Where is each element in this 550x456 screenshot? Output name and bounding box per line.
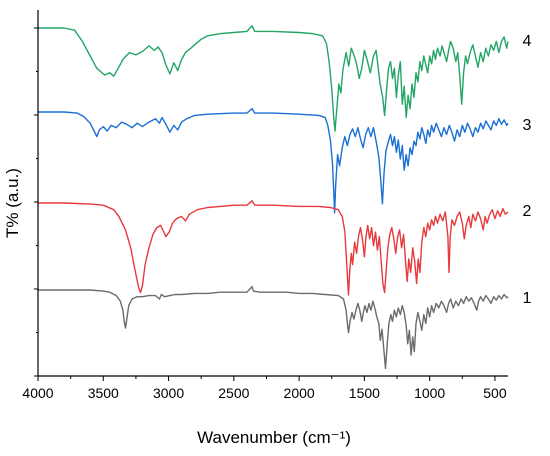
series-labels: 4 3 2 1 xyxy=(523,33,532,307)
x-tick-label: 1000 xyxy=(414,385,445,401)
series-line-2 xyxy=(38,200,509,296)
x-tick-label: 2000 xyxy=(284,385,315,401)
axes xyxy=(37,10,508,377)
x-tick-label: 500 xyxy=(483,385,507,401)
series-label-3: 3 xyxy=(523,117,532,134)
series-label-1: 1 xyxy=(523,290,532,307)
series-label-2: 2 xyxy=(523,203,532,220)
x-tick-label: 3500 xyxy=(88,385,119,401)
x-tick-label: 1500 xyxy=(349,385,380,401)
series-line-1 xyxy=(38,285,509,370)
series-label-4: 4 xyxy=(523,33,532,50)
series-lines xyxy=(38,25,509,370)
x-axis-title: Wavenumber (cm⁻¹) xyxy=(197,428,351,447)
y-axis-ticks xyxy=(34,27,38,377)
x-tick-label: 4000 xyxy=(22,385,53,401)
x-tick-label: 3000 xyxy=(153,385,184,401)
x-tick-label: 2500 xyxy=(218,385,249,401)
y-axis-title: T% (a.u.) xyxy=(3,168,22,238)
x-axis-ticks: 4000 3500 3000 2500 2000 1500 1000 500 xyxy=(22,376,507,401)
series-line-4 xyxy=(38,25,509,132)
series-line-3 xyxy=(38,107,509,214)
